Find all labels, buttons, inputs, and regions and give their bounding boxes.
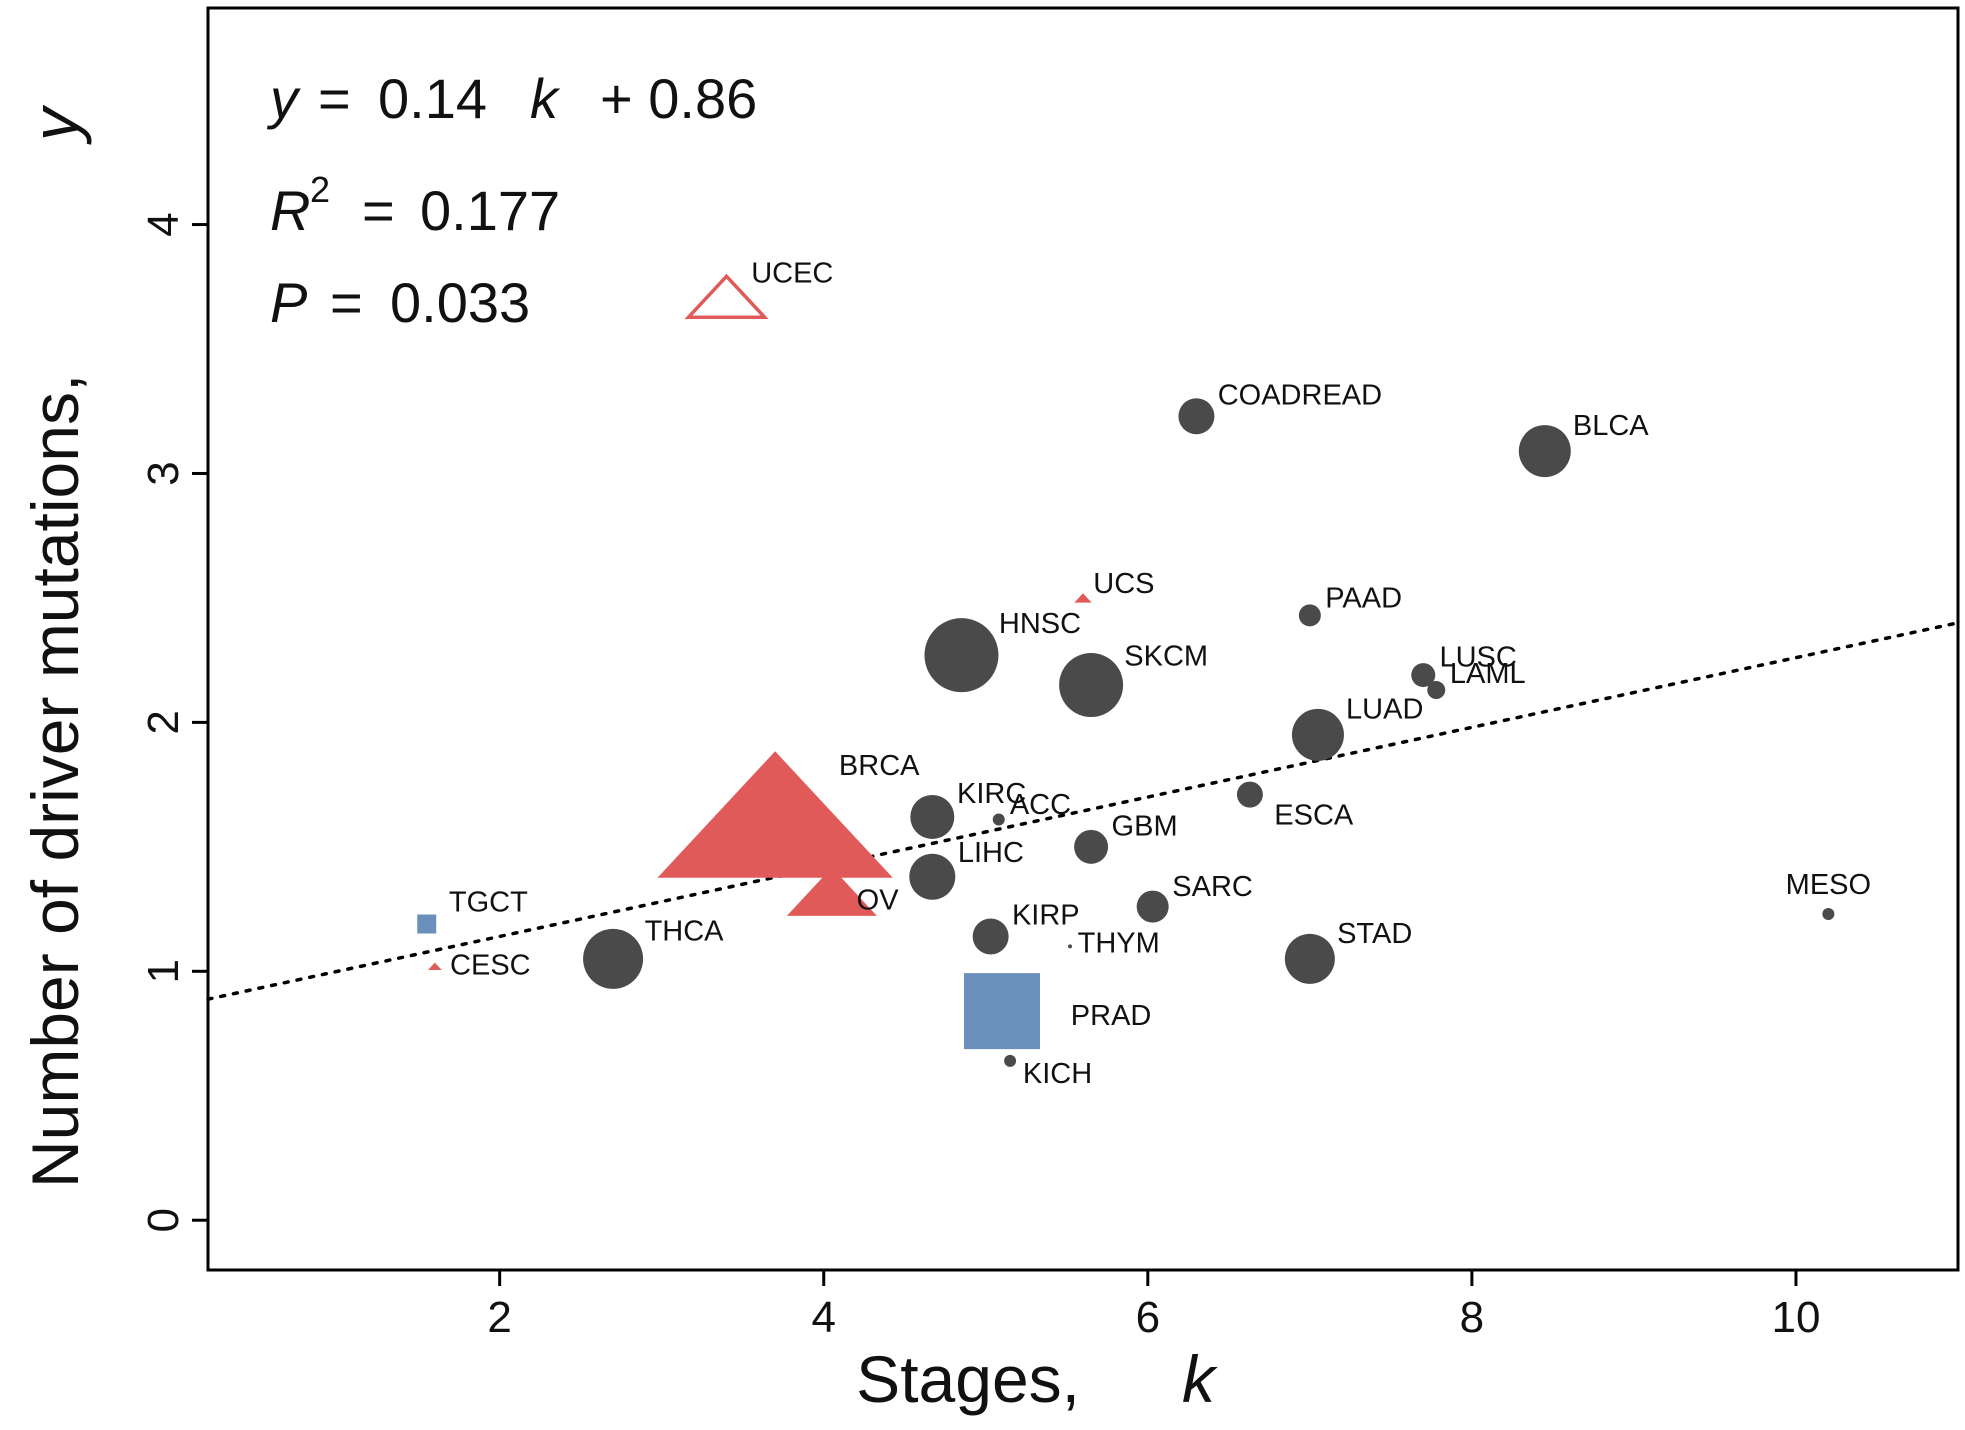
- y-axis-title-var: y: [18, 104, 92, 145]
- plot-frame: [206, 6, 1960, 1272]
- point-label-kirp: KIRP: [1012, 900, 1080, 932]
- point-label-kirc: KIRC: [957, 778, 1026, 810]
- y-tick-label: 2: [139, 710, 188, 734]
- equation-y: y: [266, 67, 301, 130]
- point-sarc: [1136, 890, 1169, 923]
- x-tick-label: 10: [1771, 1293, 1820, 1342]
- x-axis-title: Stages,: [856, 1342, 1080, 1416]
- point-label-brca: BRCA: [839, 750, 920, 782]
- y-tick-label: 0: [139, 1208, 188, 1232]
- y-tick-label: 1: [139, 959, 188, 983]
- point-label-acc: ACC: [1010, 789, 1071, 821]
- equation-equals: =: [318, 67, 351, 130]
- point-kich: [1004, 1054, 1017, 1067]
- data-points: [417, 273, 1835, 1067]
- x-axis-title-var: k: [1182, 1342, 1218, 1416]
- equation-slope: 0.14: [378, 67, 487, 130]
- point-thca: [583, 928, 644, 989]
- equation-k: k: [530, 67, 561, 130]
- r-squared-value: 0.177: [420, 179, 560, 242]
- point-label-esca: ESCA: [1274, 800, 1354, 832]
- point-label-ucs: UCS: [1093, 568, 1154, 600]
- r-squared: R 2 = 0.177: [270, 169, 560, 242]
- point-label-prad: PRAD: [1071, 1000, 1152, 1032]
- x-tick-label: 8: [1460, 1293, 1484, 1342]
- y-tick-label: 4: [139, 212, 188, 236]
- point-label-stad: STAD: [1337, 918, 1412, 950]
- r-squared-equals: =: [362, 179, 395, 242]
- point-label-thym: THYM: [1078, 927, 1160, 959]
- point-label-ucec: UCEC: [751, 258, 833, 290]
- point-label-paad: PAAD: [1325, 582, 1402, 614]
- point-ucec: [684, 273, 769, 319]
- point-label-kich: KICH: [1023, 1058, 1092, 1090]
- point-brca: [657, 751, 893, 878]
- point-label-cesc: CESC: [450, 949, 531, 981]
- point-label-sarc: SARC: [1172, 871, 1253, 903]
- p-value-value: 0.033: [390, 271, 530, 334]
- point-coadread: [1178, 398, 1215, 435]
- point-label-laml: LAML: [1450, 658, 1526, 690]
- point-label-blca: BLCA: [1573, 410, 1649, 442]
- point-label-gbm: GBM: [1112, 810, 1178, 842]
- point-paad: [1298, 604, 1321, 627]
- point-stad: [1284, 933, 1335, 984]
- y-axis-title: Number of driver mutations,: [18, 374, 92, 1188]
- point-skcm: [1059, 653, 1124, 718]
- x-axis: 2 4 6 8 10: [487, 1270, 1820, 1342]
- point-blca: [1518, 425, 1571, 478]
- point-esca: [1236, 781, 1263, 808]
- x-tick-label: 4: [811, 1293, 835, 1342]
- p-value-p: P: [270, 271, 307, 334]
- point-label-thca: THCA: [645, 915, 725, 947]
- point-label-hnsc: HNSC: [999, 608, 1081, 640]
- p-value: P = 0.033: [270, 271, 530, 334]
- regression-fit-line: [206, 621, 1960, 1001]
- x-tick-label: 6: [1136, 1293, 1160, 1342]
- point-lihc: [909, 853, 956, 900]
- point-label-meso: MESO: [1786, 869, 1871, 901]
- point-meso: [1822, 908, 1835, 921]
- point-gbm: [1074, 829, 1109, 864]
- point-label-ov: OV: [857, 885, 900, 917]
- point-label-lusc: LUSC: [1439, 641, 1516, 673]
- point-thym: [1068, 944, 1073, 949]
- x-tick-label: 2: [487, 1293, 511, 1342]
- point-ucs: [1074, 593, 1092, 603]
- fit-equation: y = 0.14 k + 0.86: [266, 67, 757, 130]
- point-tgct: [417, 914, 437, 934]
- point-ov: [786, 867, 877, 916]
- point-label-coadread: COADREAD: [1218, 379, 1382, 411]
- r-squared-superscript: 2: [310, 169, 330, 210]
- y-tick-label: 3: [139, 461, 188, 485]
- equation-intercept: + 0.86: [600, 67, 757, 130]
- point-cesc: [427, 962, 442, 971]
- point-kirp: [972, 918, 1009, 955]
- point-luad: [1291, 708, 1344, 761]
- y-axis: 0 1 2 3 4: [139, 212, 208, 1232]
- point-lusc: [1411, 663, 1436, 688]
- point-prad: [963, 973, 1040, 1050]
- point-label-tgct: TGCT: [449, 887, 528, 919]
- point-label-skcm: SKCM: [1124, 640, 1208, 672]
- point-laml: [1427, 681, 1446, 700]
- point-hnsc: [924, 618, 999, 693]
- point-acc: [992, 813, 1005, 826]
- p-value-equals: =: [330, 271, 363, 334]
- point-label-lihc: LIHC: [958, 837, 1024, 869]
- point-label-luad: LUAD: [1346, 694, 1423, 726]
- r-squared-r: R: [270, 179, 310, 242]
- point-kirc: [910, 794, 955, 839]
